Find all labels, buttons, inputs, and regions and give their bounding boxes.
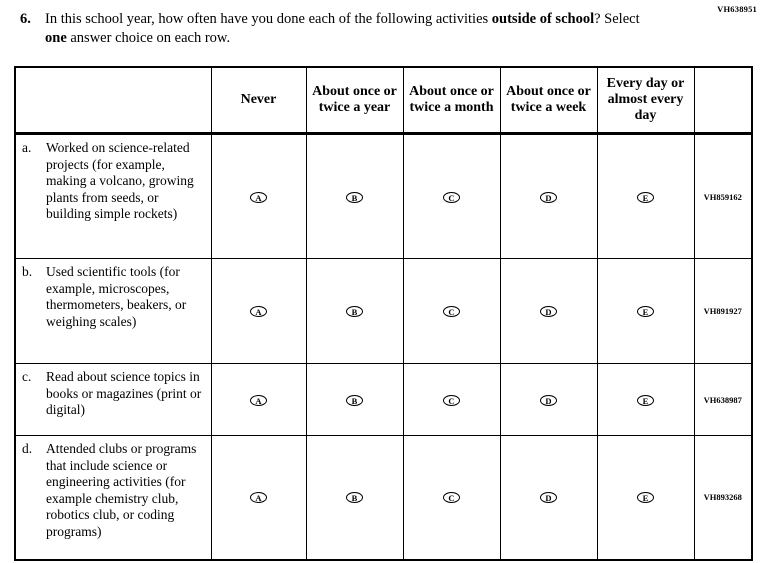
- header-rule-cell: [693, 132, 753, 135]
- question-item-id: VH638951: [717, 4, 757, 14]
- bubble-option-a[interactable]: A: [250, 306, 267, 317]
- question-number: 6.: [20, 11, 31, 27]
- bubble-option-a[interactable]: A: [250, 394, 267, 406]
- row-label: Attended clubs or programs that include …: [46, 441, 197, 539]
- bubble-option-b[interactable]: B: [346, 191, 363, 203]
- radio-d-week[interactable]: D: [499, 435, 598, 560]
- bubble-option-d[interactable]: D: [540, 394, 557, 406]
- row-label: Worked on science-related projects (for …: [46, 140, 194, 221]
- header-item-column: [14, 67, 212, 134]
- radio-d-everyday[interactable]: E: [596, 435, 695, 560]
- table-row: c. Read about science topics in books or…: [15, 363, 752, 436]
- radio-d-month[interactable]: C: [402, 435, 501, 560]
- row-letter: c.: [22, 369, 32, 384]
- table-row: a. Worked on science-related projects (f…: [15, 134, 752, 259]
- radio-b-everyday[interactable]: E: [596, 258, 695, 364]
- bubble-option-e[interactable]: E: [637, 394, 654, 406]
- bubble-option-d[interactable]: D: [540, 306, 557, 317]
- row-item-b: b. Used scientific tools (for example, m…: [15, 258, 212, 364]
- row-letter: a.: [22, 140, 32, 155]
- radio-b-never[interactable]: A: [210, 258, 307, 364]
- radio-a-year[interactable]: B: [305, 134, 404, 259]
- row-label: Used scientific tools (for example, micr…: [46, 264, 187, 329]
- row-id-c: VH638987: [693, 363, 752, 436]
- question-stem: 6. In this school year, how often have y…: [20, 10, 660, 48]
- bubble-option-b[interactable]: B: [346, 492, 363, 504]
- table-row: d. Attended clubs or programs that inclu…: [15, 435, 752, 560]
- row-item-d: d. Attended clubs or programs that inclu…: [15, 435, 212, 560]
- radio-c-never[interactable]: A: [210, 363, 307, 436]
- row-id-d: VH893268: [693, 435, 752, 560]
- bubble-option-c[interactable]: C: [443, 191, 460, 203]
- table-row: b. Used scientific tools (for example, m…: [15, 258, 752, 364]
- radio-a-week[interactable]: D: [499, 134, 598, 259]
- bubble-option-c[interactable]: C: [443, 306, 460, 317]
- header-id-column: [693, 67, 753, 134]
- header-every-day: Every day or almost every day: [596, 67, 695, 134]
- radio-b-week[interactable]: D: [499, 258, 598, 364]
- radio-b-year[interactable]: B: [305, 258, 404, 364]
- table-header-row: Never About once or twice a year About o…: [14, 67, 753, 134]
- bubble-option-e[interactable]: E: [637, 492, 654, 504]
- bubble-option-b[interactable]: B: [346, 306, 363, 317]
- table-body: a. Worked on science-related projects (f…: [15, 134, 752, 560]
- header-once-twice-week: About once or twice a week: [499, 67, 598, 134]
- bubble-option-e[interactable]: E: [637, 191, 654, 203]
- table-header: Never About once or twice a year About o…: [14, 67, 753, 135]
- header-double-rule: [14, 132, 753, 135]
- row-item-a: a. Worked on science-related projects (f…: [15, 134, 212, 259]
- radio-c-month[interactable]: C: [402, 363, 501, 436]
- header-once-twice-year: About once or twice a year: [305, 67, 404, 134]
- question-text: In this school year, how often have you …: [45, 10, 660, 48]
- radio-d-never[interactable]: A: [210, 435, 307, 560]
- radio-a-month[interactable]: C: [402, 134, 501, 259]
- bubble-option-a[interactable]: A: [250, 191, 267, 203]
- bubble-option-c[interactable]: C: [443, 492, 460, 504]
- question-text-bold-one: one: [45, 30, 67, 46]
- bubble-option-c[interactable]: C: [443, 394, 460, 406]
- header-once-twice-month: About once or twice a month: [402, 67, 501, 134]
- question-text-part1: In this school year, how often have you …: [45, 11, 492, 27]
- row-id-b: VH891927: [693, 258, 752, 364]
- row-item-c: c. Read about science topics in books or…: [15, 363, 212, 436]
- row-letter: d.: [22, 441, 33, 456]
- bubble-option-d[interactable]: D: [540, 191, 557, 203]
- question-text-part3: answer choice on each row.: [66, 30, 231, 46]
- row-letter: b.: [22, 264, 33, 279]
- response-matrix-table: Never About once or twice a year About o…: [14, 66, 753, 561]
- radio-c-everyday[interactable]: E: [596, 363, 695, 436]
- bubble-option-a[interactable]: A: [250, 492, 267, 504]
- radio-a-never[interactable]: A: [210, 134, 307, 259]
- question-text-part2: ? Select: [594, 11, 640, 27]
- radio-c-week[interactable]: D: [499, 363, 598, 436]
- bubble-option-d[interactable]: D: [540, 492, 557, 504]
- row-label: Read about science topics in books or ma…: [46, 369, 202, 417]
- header-never: Never: [210, 67, 307, 134]
- radio-c-year[interactable]: B: [305, 363, 404, 436]
- radio-a-everyday[interactable]: E: [596, 134, 695, 259]
- bubble-option-b[interactable]: B: [346, 394, 363, 406]
- radio-b-month[interactable]: C: [402, 258, 501, 364]
- question-text-bold-outside: outside of school: [491, 11, 595, 27]
- row-id-a: VH859162: [693, 134, 752, 259]
- bubble-option-e[interactable]: E: [637, 306, 654, 317]
- radio-d-year[interactable]: B: [305, 435, 404, 560]
